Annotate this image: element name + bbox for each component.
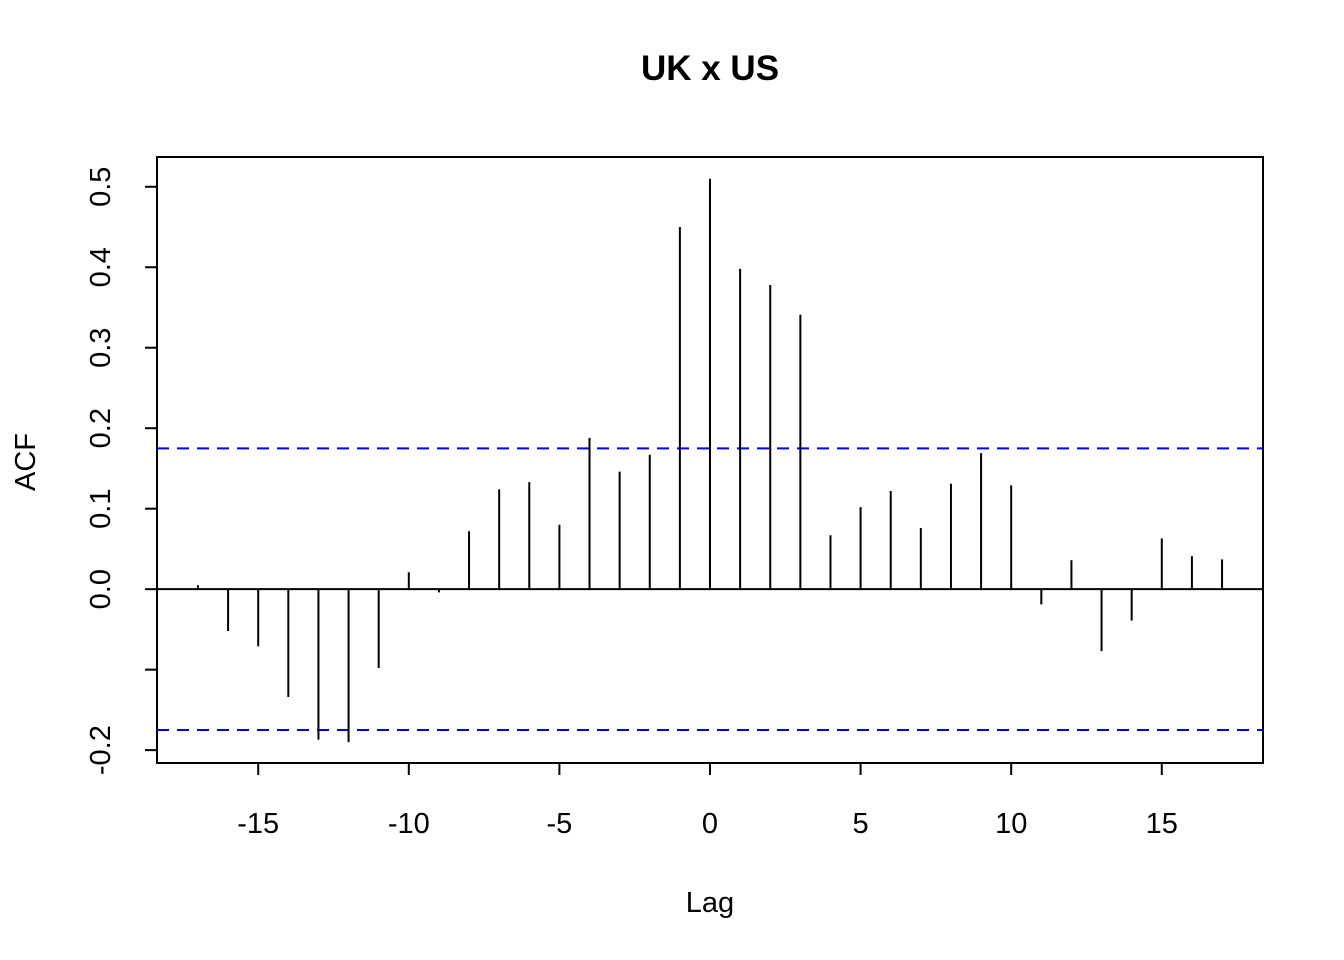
x-tick-label: -5 [547,808,573,840]
x-tick-label: 10 [995,808,1027,840]
y-tick-label: 0.3 [85,328,117,368]
chart-title: UK x US [641,49,779,88]
x-tick-label: 15 [1146,808,1178,840]
y-tick-label: 0.2 [85,408,117,448]
x-axis-label: Lag [686,887,734,919]
x-tick-label: -15 [237,808,279,840]
y-tick-label: -0.2 [85,725,117,775]
x-tick-label: 5 [853,808,869,840]
y-tick-label: 0.5 [85,167,117,207]
y-tick-label: 0.1 [85,489,117,529]
y-tick-label: 0.0 [85,569,117,609]
y-axis-label: ACF [10,433,42,491]
y-tick-label: 0.4 [85,247,117,287]
x-tick-label: 0 [702,808,718,840]
x-tick-label: -10 [388,808,430,840]
